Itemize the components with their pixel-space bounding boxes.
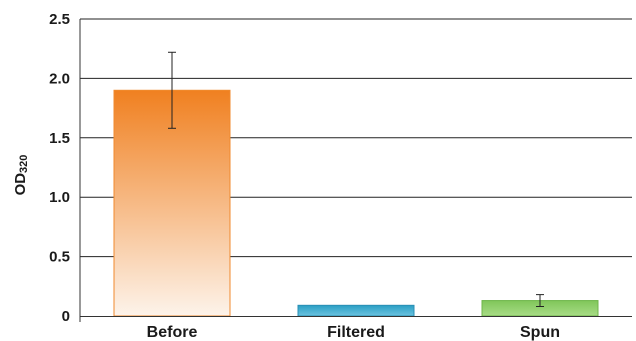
y-axis-title-main: OD: [12, 173, 29, 196]
bar-filtered: [297, 304, 415, 317]
y-tick-label: 2.0: [49, 70, 70, 87]
y-tick-label: 1.0: [49, 189, 70, 206]
axes: [79, 19, 632, 322]
y-tick-label: 0.5: [49, 249, 70, 266]
x-tick-label-before: Before: [147, 324, 198, 341]
y-axis-title: OD320: [12, 155, 30, 196]
bars: [113, 89, 599, 317]
y-axis-title-subscript: 320: [18, 155, 30, 173]
error-bars: [168, 51, 544, 307]
labels: 0 0.5 1.0 1.5 2.0 2.5 Before Filtered Spun: [49, 11, 560, 341]
x-tick-label-spun: Spun: [520, 324, 560, 341]
y-tick-label: 0: [62, 308, 70, 325]
y-tick-label: 1.5: [49, 130, 70, 147]
y-tick-label: 2.5: [49, 11, 70, 28]
x-tick-label-filtered: Filtered: [327, 324, 385, 341]
